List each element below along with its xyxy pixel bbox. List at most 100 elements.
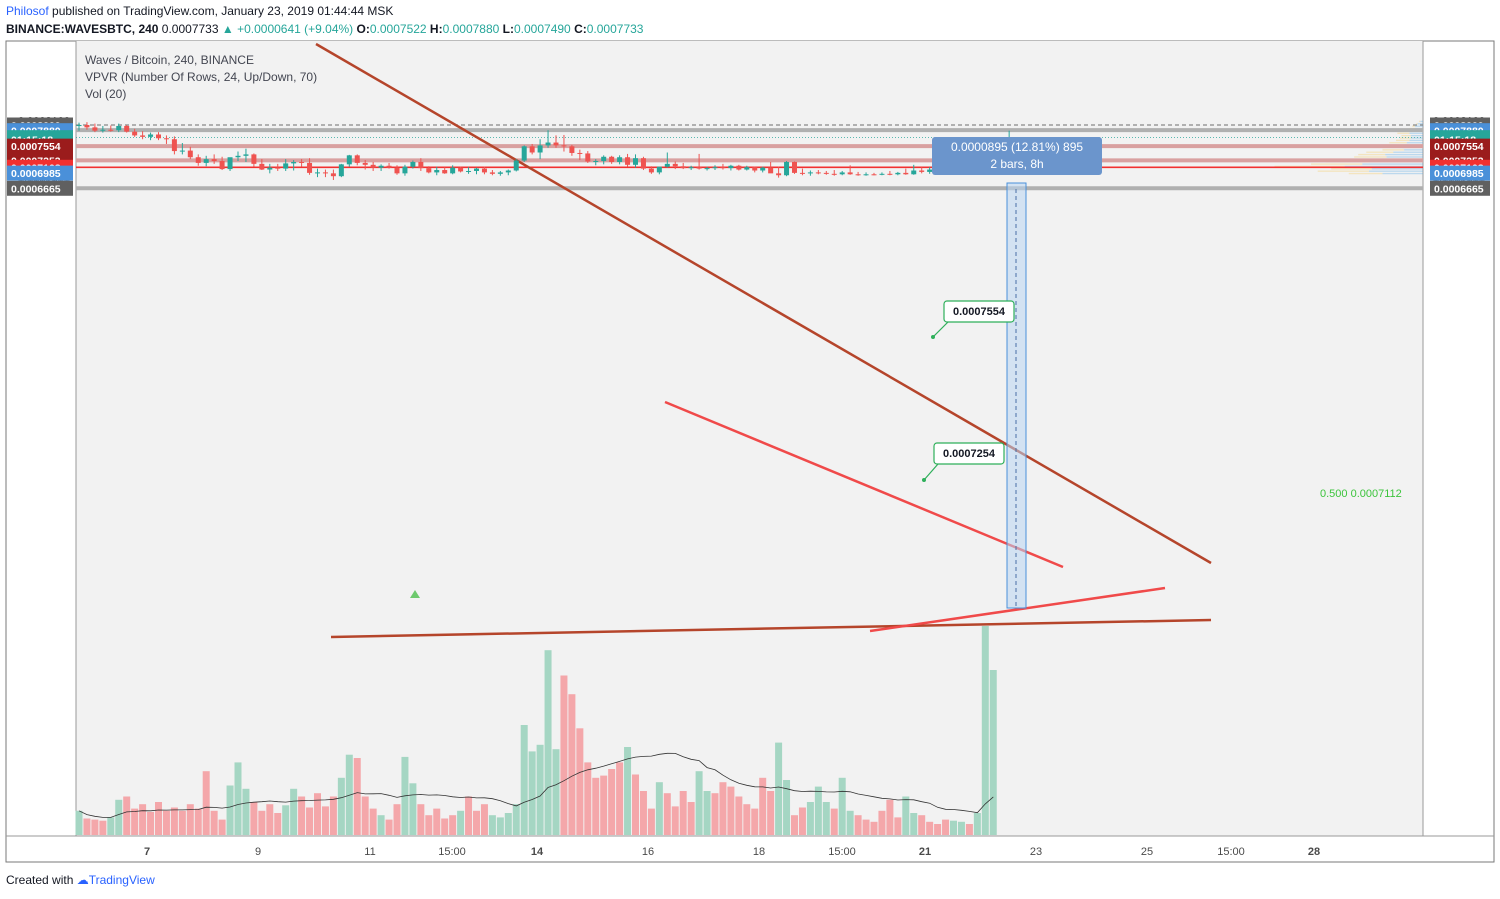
publish-header: Philosof published on TradingView.com, J… bbox=[6, 4, 393, 18]
vp-row-up bbox=[1386, 156, 1423, 158]
candle-body bbox=[211, 159, 217, 162]
candle-body bbox=[815, 172, 821, 174]
volume-bar bbox=[202, 771, 210, 835]
candle-body bbox=[640, 158, 646, 169]
candle-body bbox=[545, 142, 551, 146]
volume-bar bbox=[266, 804, 274, 835]
price-badge-right bbox=[1430, 138, 1490, 154]
candle-body bbox=[243, 154, 249, 156]
callout-leader-2 bbox=[923, 463, 939, 481]
tradingview-logo-icon[interactable]: ☁ bbox=[76, 873, 89, 887]
candle-body bbox=[466, 170, 472, 172]
candle-body bbox=[863, 174, 869, 176]
candle-body bbox=[84, 125, 90, 128]
candle-body bbox=[784, 161, 790, 176]
footer-brand[interactable]: TradingView bbox=[88, 873, 155, 887]
candle-body bbox=[807, 172, 813, 174]
candle-body bbox=[688, 167, 694, 169]
candle-body bbox=[577, 152, 583, 154]
candle-body bbox=[585, 153, 591, 162]
candle-body bbox=[434, 170, 440, 173]
vp-row-up bbox=[1371, 168, 1423, 170]
price-badge-left bbox=[7, 138, 73, 154]
vp-row-up bbox=[1409, 139, 1423, 142]
fib-level-label: 0.500 0.0007112 bbox=[1320, 488, 1402, 500]
price-callouts: 0.0007554 0.0007254 bbox=[922, 300, 1015, 482]
vp-row-up bbox=[1417, 123, 1423, 125]
volume-bar bbox=[250, 802, 258, 835]
candle-body bbox=[736, 165, 742, 170]
candle-body bbox=[569, 146, 575, 153]
price-badge-label: 0.0006985 bbox=[1434, 168, 1484, 180]
author-link[interactable]: Philosof bbox=[6, 4, 49, 18]
volume-bar bbox=[576, 728, 584, 835]
volume-bar bbox=[321, 806, 329, 835]
vp-row-down bbox=[1418, 120, 1421, 123]
volume-bar bbox=[147, 811, 155, 835]
candle-body bbox=[768, 167, 774, 174]
vp-row-up bbox=[1406, 142, 1423, 144]
volume-bar bbox=[759, 777, 767, 835]
vp-row-up bbox=[1382, 172, 1423, 175]
volume-bar bbox=[838, 777, 846, 835]
candle-body bbox=[911, 170, 917, 175]
volume-bar bbox=[417, 804, 425, 835]
candle-body bbox=[752, 167, 758, 171]
volume-bar bbox=[671, 806, 679, 835]
vp-row-down bbox=[1389, 142, 1407, 144]
volume-bar bbox=[210, 810, 218, 835]
volume-bar bbox=[942, 819, 950, 835]
x-tick: 28 bbox=[1308, 846, 1320, 858]
price-badge-right bbox=[1430, 165, 1490, 181]
low-label: L: bbox=[499, 22, 514, 36]
footer-created: Created with bbox=[6, 873, 77, 887]
price-badge-label: 0.0007554 bbox=[1434, 141, 1484, 153]
volume-bar bbox=[178, 810, 186, 835]
volume-bar bbox=[584, 762, 592, 835]
candle-body bbox=[481, 168, 487, 173]
volume-bar bbox=[409, 783, 417, 835]
candle-body bbox=[307, 162, 313, 173]
x-tick: 25 bbox=[1141, 846, 1153, 858]
vp-row-up bbox=[1410, 134, 1423, 137]
candle-body bbox=[601, 156, 607, 162]
candle-body bbox=[625, 157, 631, 165]
candle-body bbox=[283, 163, 289, 169]
volume-bar bbox=[282, 805, 290, 835]
candle-body bbox=[219, 161, 225, 170]
x-tick: 15:00 bbox=[828, 846, 856, 858]
x-tick: 14 bbox=[531, 846, 544, 858]
candle-body bbox=[322, 172, 328, 174]
candle-body bbox=[426, 168, 432, 173]
candle-body bbox=[776, 173, 782, 176]
symbol-header: BINANCE:WAVESBTC, 240 0.0007733 ▲ +0.000… bbox=[6, 22, 643, 36]
candle-body bbox=[370, 164, 376, 168]
volume-bar bbox=[910, 813, 918, 835]
price-badges: 0.00080000.00080000.00078910.00078910.00… bbox=[7, 117, 1490, 196]
candle-body bbox=[267, 167, 273, 170]
candle-body bbox=[927, 169, 933, 172]
candle-body bbox=[537, 145, 543, 153]
volume-bar bbox=[107, 817, 115, 835]
volume-bar bbox=[473, 810, 480, 835]
volume-bar bbox=[162, 810, 170, 835]
volume-bar bbox=[783, 780, 791, 835]
candle-body bbox=[227, 157, 233, 170]
price-badge-label: 0.0006665 bbox=[11, 183, 61, 195]
volume-bar bbox=[155, 802, 162, 835]
candle-body bbox=[394, 167, 400, 174]
vp-row-down bbox=[1317, 170, 1369, 172]
volume-bar bbox=[806, 802, 814, 835]
price-badge-left bbox=[7, 165, 73, 181]
candle-body bbox=[744, 167, 750, 170]
volume-bar bbox=[798, 807, 806, 835]
candle-body bbox=[879, 173, 885, 175]
volume-bar bbox=[441, 818, 449, 835]
volume-bar bbox=[361, 796, 369, 835]
open-value: 0.0007522 bbox=[369, 22, 427, 36]
legend-volume: Vol (20) bbox=[85, 87, 126, 101]
measure-tool[interactable]: 0.0000895 (12.81%) 895 2 bars, 8h bbox=[932, 137, 1102, 609]
high-value: 0.0007880 bbox=[442, 22, 500, 36]
x-tick: 11 bbox=[364, 846, 375, 858]
